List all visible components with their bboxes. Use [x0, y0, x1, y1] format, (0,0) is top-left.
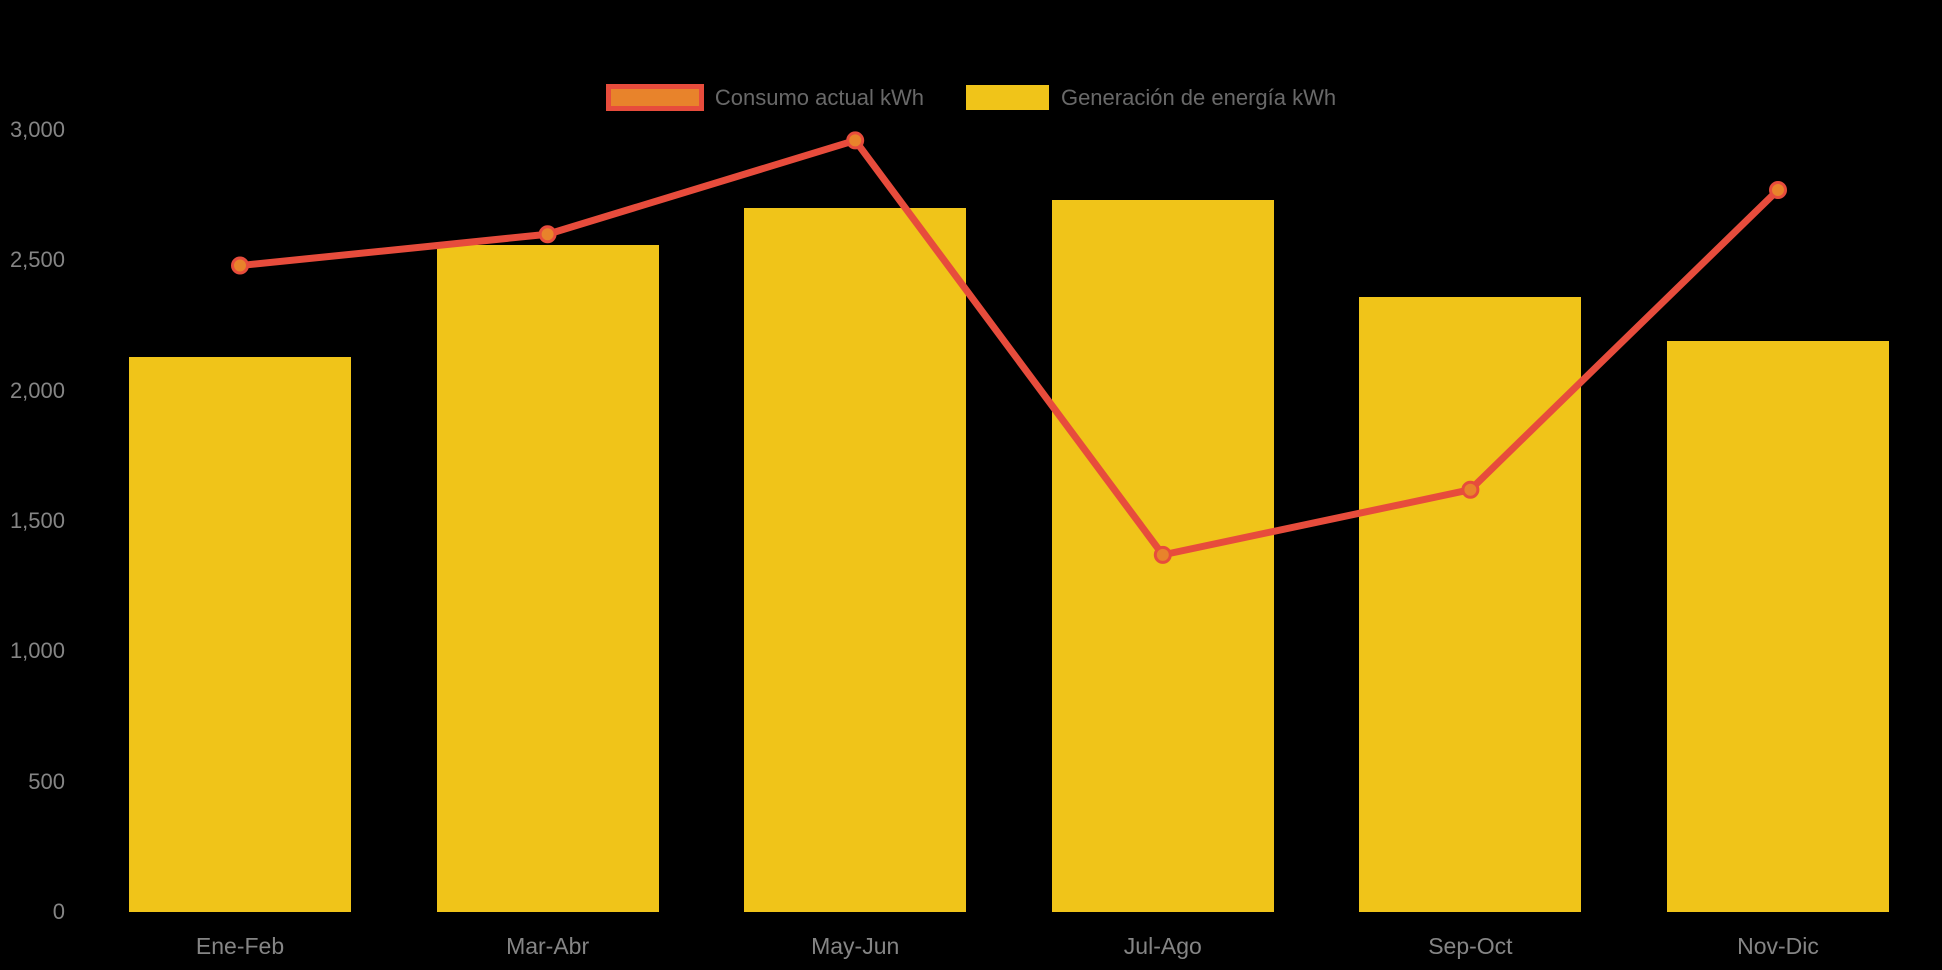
legend-label-generacion: Generación de energía kWh [1060, 85, 1337, 110]
chart-legend: Consumo actual kWh Generación de energía… [0, 84, 1942, 111]
legend-item-consumo-actual[interactable]: Consumo actual kWh [605, 84, 924, 111]
y-tick-label-2500: 2,500 [9, 247, 65, 273]
bar-mar-abr [436, 244, 659, 912]
legend-swatch-consumo-icon [605, 84, 704, 111]
bar-sep-oct [1359, 296, 1582, 912]
line-point-may-jun [846, 131, 865, 150]
y-tick-label-1000: 1,000 [9, 638, 65, 664]
bar-ene-feb [129, 356, 351, 912]
legend-item-generacion-energia[interactable]: Generación de energía kWh [965, 84, 1337, 111]
y-tick-label-0: 0 [52, 899, 65, 924]
line-point-ene-feb [231, 256, 249, 275]
x-tick-label-may-jun: May-Jun [811, 933, 900, 959]
line-point-nov-dic [1769, 180, 1787, 199]
consumo-line-path [236, 136, 1782, 559]
line-point-jul-ago [1153, 545, 1172, 564]
x-tick-label-ene-feb: Ene-Feb [195, 933, 285, 959]
x-tick-label-nov-dic: Nov-Dic [1737, 933, 1819, 959]
legend-swatch-generacion-icon [965, 85, 1049, 110]
line-point-mar-abr [538, 225, 557, 244]
x-tick-label-mar-abr: Mar-Abr [506, 933, 590, 959]
y-tick-label-2000: 2,000 [9, 377, 65, 403]
legend-label-consumo: Consumo actual kWh [714, 85, 924, 110]
bar-may-jun [744, 208, 967, 912]
y-tick-label-500: 500 [28, 768, 65, 794]
line-point-sep-oct [1461, 480, 1480, 499]
y-tick-label-1500: 1,500 [9, 508, 65, 533]
x-tick-label-jul-ago: Jul-Ago [1123, 933, 1202, 959]
y-tick-label-3000: 3,000 [9, 117, 65, 142]
bar-nov-dic [1667, 341, 1889, 912]
x-tick-label-sep-oct: Sep-Oct [1428, 933, 1513, 959]
